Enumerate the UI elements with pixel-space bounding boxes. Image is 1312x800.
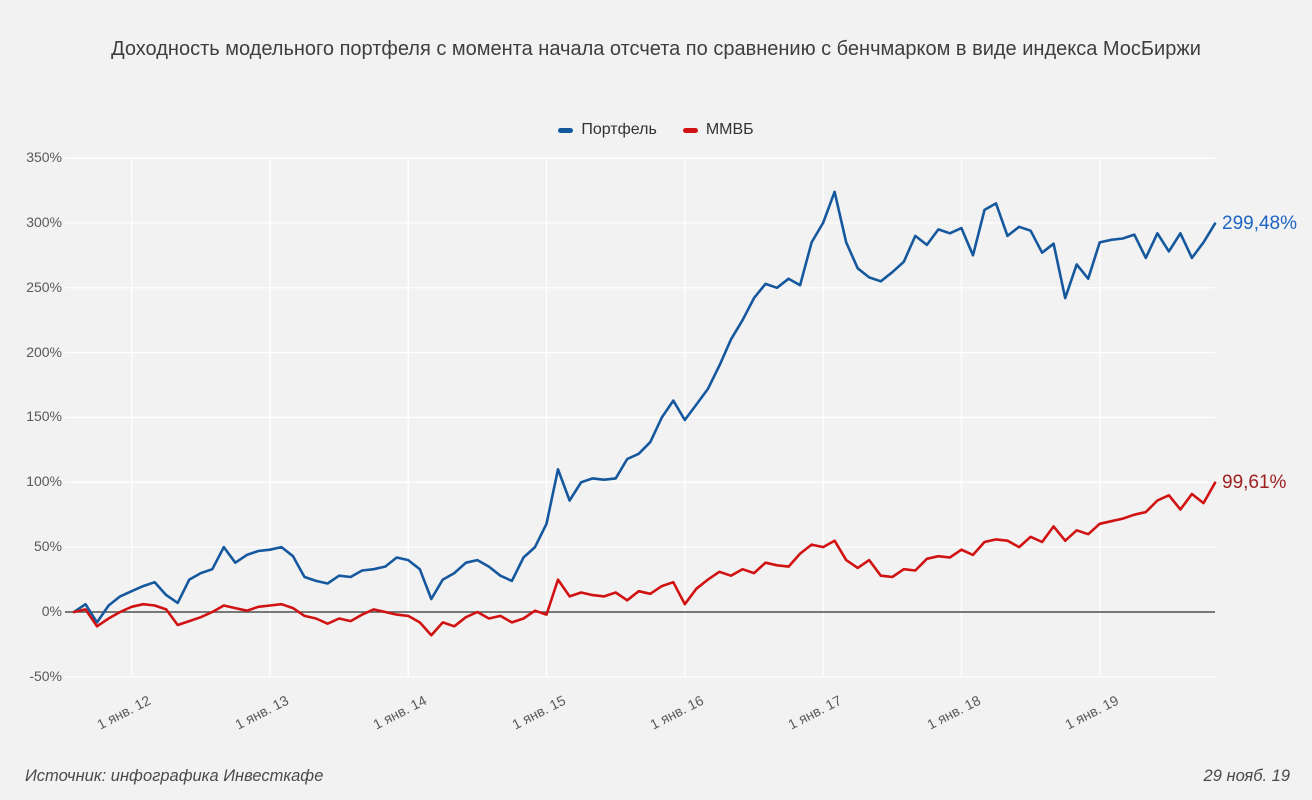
y-axis-tick-label: 350% xyxy=(26,149,62,166)
gridlines xyxy=(65,157,1215,678)
legend-item-mmvb: ММВБ xyxy=(682,121,754,139)
chart-legend: Портфель ММВБ xyxy=(0,121,1312,139)
y-axis-tick-label: -50% xyxy=(29,667,62,684)
source-credit: Источник: инфографика Инвесткафе xyxy=(25,767,324,785)
y-axis-tick-label: 150% xyxy=(26,408,62,425)
y-axis-tick-label: 200% xyxy=(26,343,62,360)
y-axis-tick-label: 250% xyxy=(26,278,62,295)
y-axis-tick-label: 300% xyxy=(26,213,62,230)
portfolio-end-value-label: 299,48% xyxy=(1222,212,1298,234)
mmvb-legend-label: ММВБ xyxy=(705,121,754,138)
y-axis-tick-label: 0% xyxy=(41,603,62,619)
portfolio-legend-marker-icon xyxy=(558,127,574,133)
mmvb-legend-marker-icon xyxy=(682,127,698,133)
footer-date: 29 нояб. 19 xyxy=(1203,767,1290,785)
mmvb-end-value-label: 99,61% xyxy=(1222,471,1287,493)
portfolio-legend-label: Портфель xyxy=(581,121,657,138)
legend-item-portfolio: Портфель xyxy=(558,121,657,139)
chart-title: Доходность модельного портфеля с момента… xyxy=(111,38,1201,60)
y-axis-tick-label: 100% xyxy=(26,473,62,490)
mmvb-series-line xyxy=(72,481,1217,637)
y-axis-tick-label: 50% xyxy=(33,538,62,555)
portfolio-series-line xyxy=(72,190,1217,624)
